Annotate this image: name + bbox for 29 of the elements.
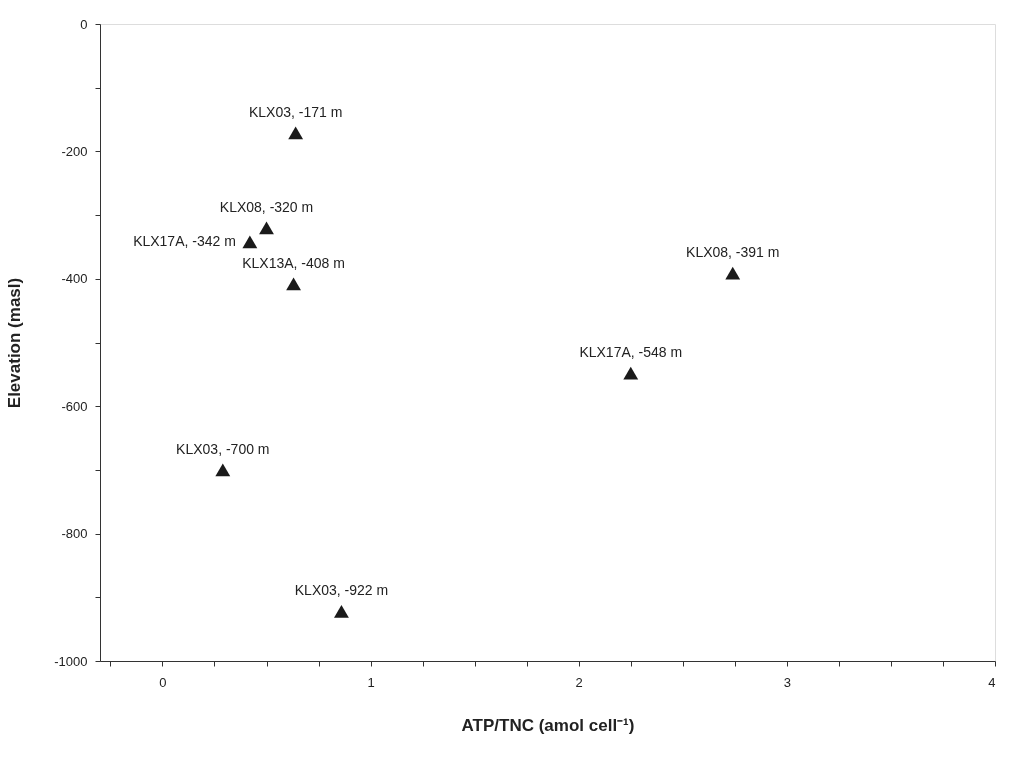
- annotation: KLX03, -922 m: [294, 582, 389, 599]
- y-tick-label: -200: [61, 143, 88, 159]
- point: [725, 266, 741, 280]
- y-tick-label: -800: [61, 526, 88, 542]
- x-tick-label: 2: [575, 674, 583, 690]
- annotation: KLX03, -171 m: [248, 103, 343, 120]
- annotation: KLX17A, -548 m: [579, 344, 683, 361]
- annotation: KLX13A, -408 m: [242, 254, 345, 271]
- x-tick-label: 0: [159, 674, 167, 690]
- y-tick-label: -1000: [54, 653, 88, 669]
- point: [242, 235, 258, 249]
- point: [288, 126, 304, 140]
- point: [334, 604, 349, 618]
- point: [286, 277, 301, 291]
- x-tick-label: 4: [988, 674, 996, 690]
- y-tick-label: -400: [61, 271, 88, 287]
- y-axis-title: Elevation (masl): [5, 277, 25, 409]
- x-axis-title: ATP/TNC (amol cell⁻¹): [461, 715, 635, 735]
- point: [623, 366, 639, 380]
- x-tick-label: 3: [783, 674, 791, 690]
- point: [259, 221, 274, 235]
- point: [215, 463, 231, 477]
- annotation: KLX08, -320 m: [219, 198, 314, 215]
- y-tick-label: -600: [61, 398, 88, 414]
- y-tick-label: 0: [80, 16, 88, 32]
- annotation: KLX17A, -342 m: [133, 232, 236, 249]
- x-tick-label: 1: [367, 674, 375, 690]
- annotation: KLX03, -700 m: [176, 440, 270, 457]
- annotation: KLX08, -391 m: [686, 244, 780, 261]
